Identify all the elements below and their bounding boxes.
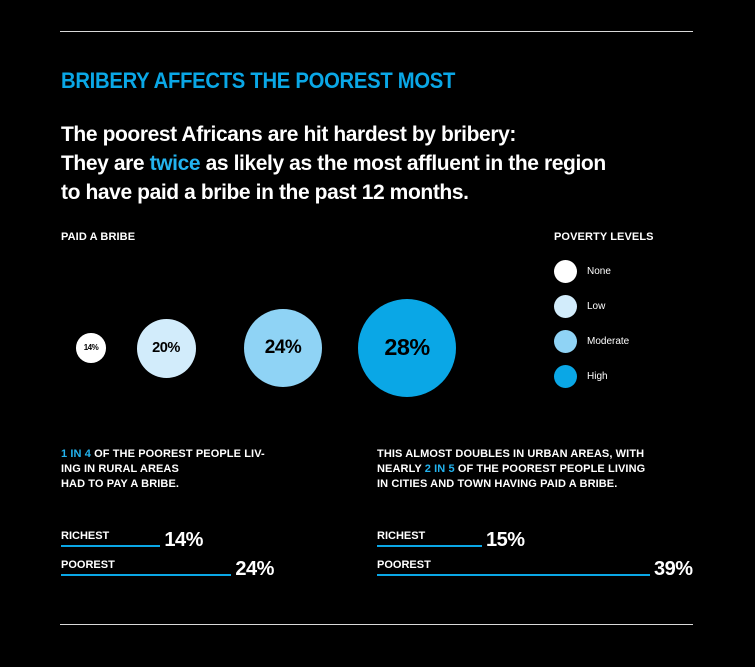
bubble-label-low: 20%: [152, 340, 180, 356]
urban-note: THIS ALMOST DOUBLES IN URBAN AREAS, WITH…: [377, 447, 677, 492]
urban-line-3: IN CITIES AND TOWN HAVING PAID A BRIBE.: [377, 478, 618, 490]
stat-label-poorest: POOREST: [61, 559, 115, 571]
bottom-divider: [60, 624, 693, 625]
legend-item-moderate: Moderate: [554, 330, 629, 353]
stat-value-richest: 14%: [164, 529, 203, 551]
bubble-label-moderate: 24%: [264, 336, 302, 358]
legend-label-moderate: Moderate: [587, 336, 630, 347]
urban-line-2-post: OF THE POOREST PEOPLE LIVING: [454, 463, 646, 475]
chart-title: PAID A BRIBE: [61, 231, 136, 243]
urban-highlight: 2 IN 5: [424, 463, 455, 475]
rural-line-3: HAD TO PAY A BRIBE.: [61, 478, 180, 490]
stat-bar-richest: [61, 545, 161, 547]
bubble-moderate: 24%: [243, 308, 323, 388]
bubble-label-high: 28%: [384, 334, 430, 361]
headline: The poorest Africans are hit hardest by …: [61, 120, 701, 207]
legend-title: POVERTY LEVELS: [554, 231, 654, 243]
bubble-low: 20%: [136, 318, 196, 378]
legend-swatch-none: [554, 260, 577, 283]
headline-highlight: twice: [149, 152, 201, 175]
headline-line-2-post: as likely as the most affluent in the re…: [200, 152, 607, 175]
urban-line-2-pre: NEARLY: [377, 463, 425, 475]
legend-swatch-low: [554, 295, 577, 318]
legend-label-high: High: [587, 371, 608, 382]
urban-line-1: THIS ALMOST DOUBLES IN URBAN AREAS, WITH: [377, 448, 645, 460]
bubble-label-none: 14%: [83, 343, 99, 353]
stat-bar-poorest: [61, 574, 232, 576]
stat-value-richest: 15%: [486, 529, 525, 551]
stat-label-richest: RICHEST: [377, 530, 426, 542]
legend-swatch-moderate: [554, 330, 577, 353]
top-divider: [60, 31, 693, 32]
stat-bar-richest: [377, 545, 482, 547]
rural-line-1: OF THE POOREST PEOPLE LIV-: [90, 448, 265, 460]
stat-label-richest: RICHEST: [61, 530, 110, 542]
legend-label-none: None: [587, 266, 611, 277]
stat-label-poorest: POOREST: [377, 559, 431, 571]
rural-line-2: ING IN RURAL AREAS: [61, 463, 179, 475]
legend-label-low: Low: [587, 301, 606, 312]
stat-bar-poorest: [377, 574, 650, 576]
stat-value-poorest: 24%: [235, 558, 274, 580]
bubble-high: 28%: [357, 298, 457, 398]
headline-line-2-pre: They are: [61, 152, 150, 175]
headline-line-1: The poorest Africans are hit hardest by …: [61, 123, 516, 146]
page-title: BRIBERY AFFECTS THE POOREST MOST: [61, 68, 456, 93]
legend-item-none: None: [554, 260, 611, 283]
stat-value-poorest: 39%: [654, 558, 693, 580]
headline-line-3: to have paid a bribe in the past 12 mont…: [61, 181, 469, 204]
legend-swatch-high: [554, 365, 577, 388]
rural-highlight: 1 IN 4: [61, 448, 91, 460]
rural-note: 1 IN 4 OF THE POOREST PEOPLE LIV- ING IN…: [61, 447, 291, 492]
legend-item-low: Low: [554, 295, 605, 318]
legend-item-high: High: [554, 365, 608, 388]
bubble-none: 14%: [76, 333, 106, 363]
